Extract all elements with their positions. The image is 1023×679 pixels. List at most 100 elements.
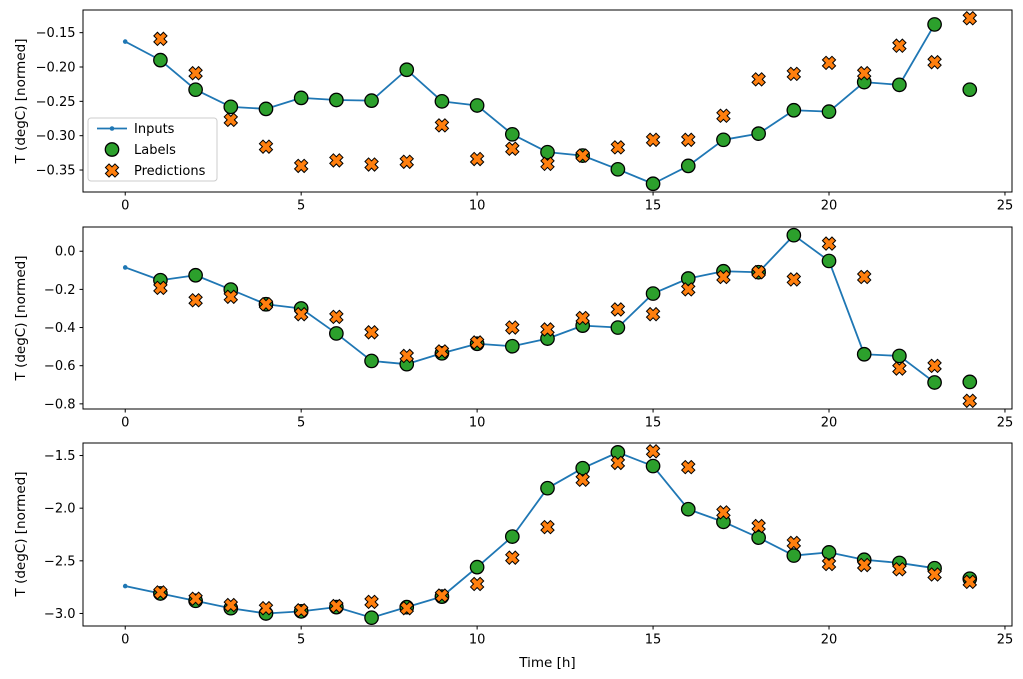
label-marker [364,610,379,626]
prediction-marker [610,302,626,317]
prediction-marker [680,282,696,297]
svg-text:−0.25: −0.25 [36,95,76,110]
label-marker [223,99,239,115]
label-marker [645,286,661,301]
prediction-marker [223,597,239,613]
prediction-marker [540,156,555,172]
axes-frame [82,442,1013,627]
label-marker [399,62,415,78]
prediction-marker [751,264,766,280]
svg-text:5: 5 [297,633,305,648]
legend-inputs-swatch [109,126,115,131]
svg-text:−2.5: −2.5 [44,554,76,569]
svg-text:−0.4: −0.4 [44,321,76,336]
label-marker [645,458,661,474]
y-axis-ticks: −0.15 −0.20 −0.25 −0.30 −0.35 [36,26,83,179]
label-marker [892,348,907,364]
subplot-2: 0 5 10 15 20 25 0.0 −0.2 −0.4 −0.6 −0.8 T (degC) [… [0,217,1023,433]
svg-text:−0.8: −0.8 [44,397,76,412]
svg-text:5: 5 [297,199,305,214]
prediction-marker [223,112,239,128]
series-labels [153,17,978,192]
label-marker [716,132,731,148]
prediction-marker [575,310,590,326]
label-marker [751,530,766,546]
prediction-marker [188,591,203,607]
series-predictions [153,444,978,618]
label-marker [504,126,520,142]
x-axis-label: Time [h] [519,655,576,671]
prediction-marker [716,505,731,520]
label-marker [504,338,520,354]
prediction-marker [540,519,555,535]
prediction-marker [469,335,485,350]
prediction-marker [786,272,802,287]
svg-text:−0.35: −0.35 [36,164,76,179]
label-marker [680,271,696,286]
svg-text:0.0: 0.0 [55,245,76,260]
prediction-marker [505,550,520,565]
label-marker [645,176,661,192]
prediction-marker [856,269,872,285]
prediction-marker [540,322,555,337]
prediction-marker [821,556,837,572]
prediction-marker [434,118,450,133]
prediction-marker [962,574,978,590]
series-inputs [122,22,937,187]
label-marker [821,253,837,269]
label-marker [469,98,485,113]
prediction-marker [680,459,696,475]
label-marker [610,161,626,177]
svg-text:10: 10 [469,416,486,431]
svg-text:−3.0: −3.0 [44,607,76,622]
label-marker [751,126,766,141]
prediction-marker [821,55,837,71]
axes-frame [82,226,1013,410]
series-predictions [153,10,978,174]
legend: Inputs Labels Predictions [87,117,218,182]
svg-text:0: 0 [121,199,129,214]
y-axis-label-3: T (degC) [normed] [13,471,29,597]
label-marker [364,353,379,369]
label-marker [504,529,520,544]
series-predictions [153,236,978,409]
label-marker [680,501,696,517]
prediction-marker [104,163,120,178]
prediction-marker [364,594,379,610]
svg-text:5: 5 [297,416,305,431]
svg-text:−2.0: −2.0 [44,502,76,517]
prediction-marker [329,153,344,168]
svg-text:20: 20 [821,416,838,431]
y-axis-label-1: T (degC) [normed] [13,38,29,164]
prediction-marker [434,344,450,359]
prediction-marker [293,306,309,322]
prediction-marker [610,140,626,155]
legend-label-inputs: Inputs [134,122,175,137]
label-marker [927,17,942,32]
label-marker [786,548,802,563]
svg-text:15: 15 [645,416,662,431]
y-axis-ticks: 0.0 −0.2 −0.4 −0.6 −0.8 [44,245,83,412]
prediction-marker [469,151,485,167]
label-marker [188,82,203,98]
prediction-marker [258,296,274,312]
prediction-marker [856,65,872,81]
label-marker [329,92,344,108]
x-axis-ticks: 0 5 10 15 20 25 [121,626,1013,648]
prediction-marker [962,393,978,409]
prediction-marker [364,157,379,172]
label-marker [188,267,203,283]
svg-text:10: 10 [469,633,486,648]
label-marker [821,104,837,119]
prediction-marker [962,10,978,26]
svg-text:15: 15 [645,633,662,648]
svg-text:10: 10 [469,199,486,214]
prediction-marker [153,280,168,296]
label-marker [892,77,907,93]
prediction-marker [575,148,590,163]
x-axis-ticks: 0 5 10 15 20 25 [121,409,1013,431]
prediction-marker [927,54,942,70]
prediction-marker [505,320,520,335]
label-marker [364,93,379,109]
